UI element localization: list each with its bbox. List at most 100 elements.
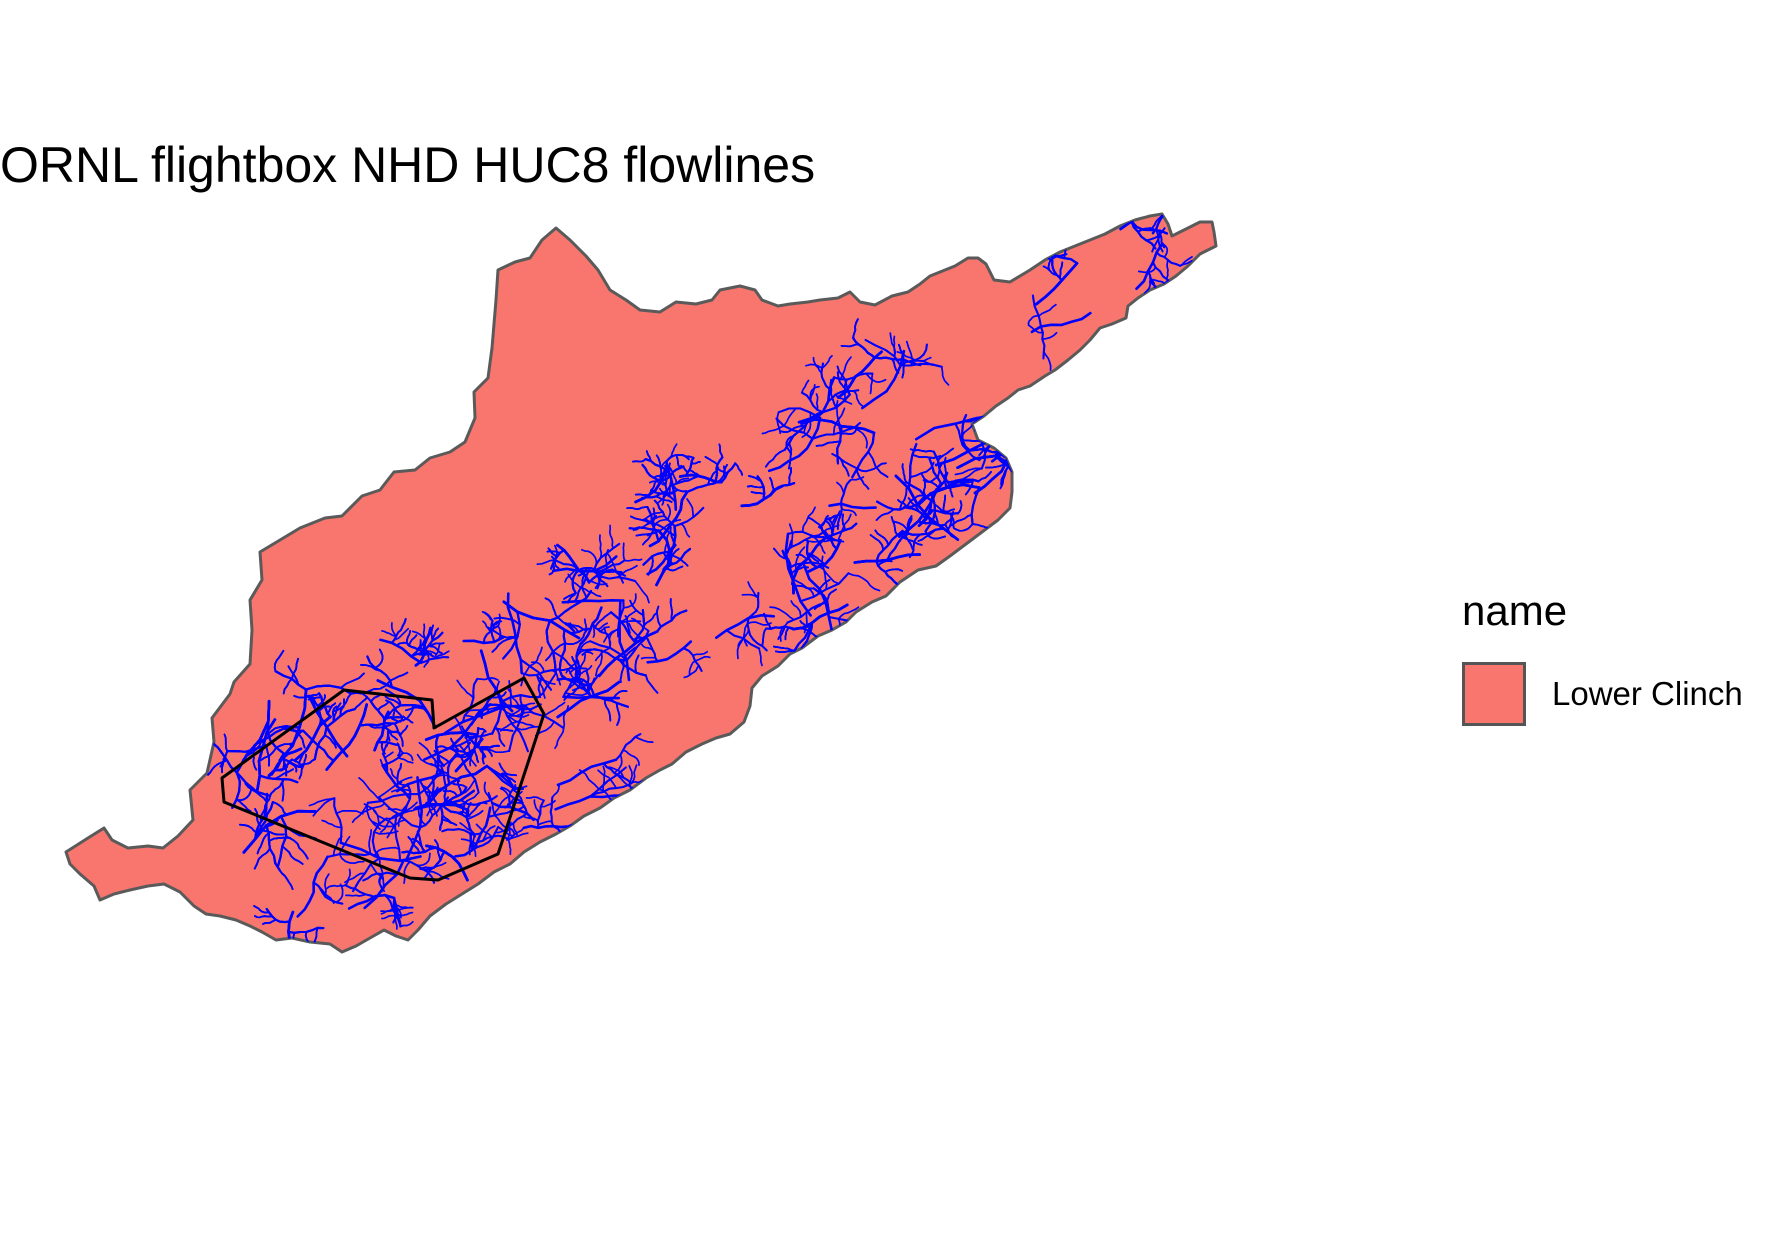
flowline [580,548,598,565]
flowline [551,555,618,573]
flowline [275,742,295,749]
flowline [381,630,398,638]
flowline [1155,228,1164,253]
flowline [563,592,577,600]
flowline [791,603,849,631]
flowline [288,760,298,773]
flowline [694,655,711,662]
flowline [821,354,833,369]
flowline [291,931,296,952]
flowline [1007,438,1029,449]
flowline [628,622,646,641]
flowline [898,487,908,511]
flowline [499,772,518,777]
flowline [788,626,810,632]
flowline [817,579,831,593]
flowline [791,535,828,595]
flowline [1149,278,1167,285]
flowline [466,810,484,821]
flowline [933,503,956,513]
flowline [655,529,672,587]
flowline [578,769,600,791]
flowline [298,766,304,780]
flowline [943,456,947,480]
flowline [608,524,614,550]
flowline [427,644,443,655]
flowline [363,858,405,910]
flowline [1058,261,1064,279]
flowline [839,429,857,435]
flowline [1004,422,1029,442]
flowline [594,611,612,628]
flowline [533,799,542,815]
flowline [366,801,381,830]
flowline [632,458,647,463]
flowline [996,420,1005,444]
flowline [783,408,796,427]
watershed-polygon [64,212,1218,954]
flowline [790,566,809,576]
flowline [922,481,927,498]
flowline [807,538,842,573]
flowline [253,847,271,870]
flowline [1008,437,1018,461]
flowline [686,498,695,519]
flowline [1005,455,1046,463]
flowline [223,733,229,752]
flowline [394,912,398,930]
flowline [641,643,654,651]
flowline [276,815,288,868]
flowline [897,499,909,509]
flowline [427,642,445,647]
flowline [537,677,542,698]
flowline [344,872,366,884]
flowline [1156,187,1165,205]
flowline [942,494,947,514]
flowline [901,536,923,546]
flowline [402,715,414,724]
flowline [777,625,786,640]
flowline [507,827,525,841]
flowline [785,435,794,456]
flowline [1005,455,1046,463]
flowline [312,797,336,817]
flowline [475,823,494,839]
flowline [490,691,507,699]
flowline [397,756,414,764]
flowline [416,830,426,853]
flowline [898,343,905,361]
flowline [344,868,351,887]
flowline [773,645,796,652]
flowline [746,621,772,626]
flowline [836,350,883,399]
flowline [1018,453,1037,459]
flowline [433,650,450,660]
flowline [622,646,637,666]
flowline [832,407,846,436]
flowline [522,823,577,830]
flowline [536,559,557,566]
flowline [996,426,1002,454]
flowline [1011,443,1024,450]
flowline [1044,457,1054,475]
flowline [971,523,991,530]
flowline [628,765,633,786]
flowline [519,694,524,720]
flowline [561,598,625,604]
flowline [1004,422,1029,442]
flowline [556,758,618,787]
flowline [255,829,285,836]
flowline [1130,220,1169,235]
flowline [831,453,859,470]
flowline [287,665,300,686]
legend-swatch [1462,662,1526,726]
flowline [644,458,667,471]
flowline [297,758,316,768]
flowline [477,727,487,733]
flowline [624,615,631,637]
flowline [640,656,657,660]
flowline [258,774,299,784]
flowline [282,677,293,695]
flowline [440,786,468,806]
flowline [788,523,794,548]
